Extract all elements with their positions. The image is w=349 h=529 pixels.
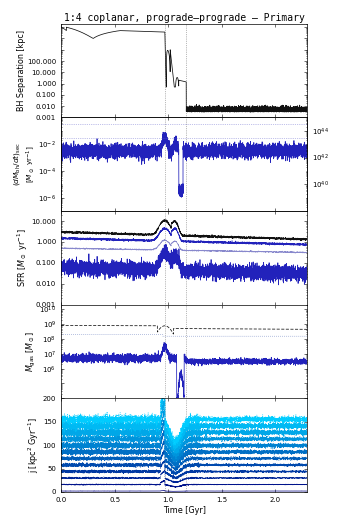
Y-axis label: BH Separation [kpc]: BH Separation [kpc] <box>16 30 25 111</box>
Title: 1:4 coplanar, prograde–prograde – Primary: 1:4 coplanar, prograde–prograde – Primar… <box>64 13 305 23</box>
Y-axis label: j [kpc$^2$ Gyr$^{-1}$]: j [kpc$^2$ Gyr$^{-1}$] <box>27 417 41 473</box>
Y-axis label: $(dM_{\rm bh}/dt)_{\rm sec}$
$[M_\odot\ \rm{yr}^{-1}]$: $(dM_{\rm bh}/dt)_{\rm sec}$ $[M_\odot\ … <box>12 142 37 186</box>
X-axis label: Time [Gyr]: Time [Gyr] <box>163 506 206 515</box>
Y-axis label: $M_{\rm gas}$ [$M_\odot$]: $M_{\rm gas}$ [$M_\odot$] <box>25 331 38 372</box>
Y-axis label: SFR [$M_\odot$ yr$^{-1}$]: SFR [$M_\odot$ yr$^{-1}$] <box>16 229 30 287</box>
